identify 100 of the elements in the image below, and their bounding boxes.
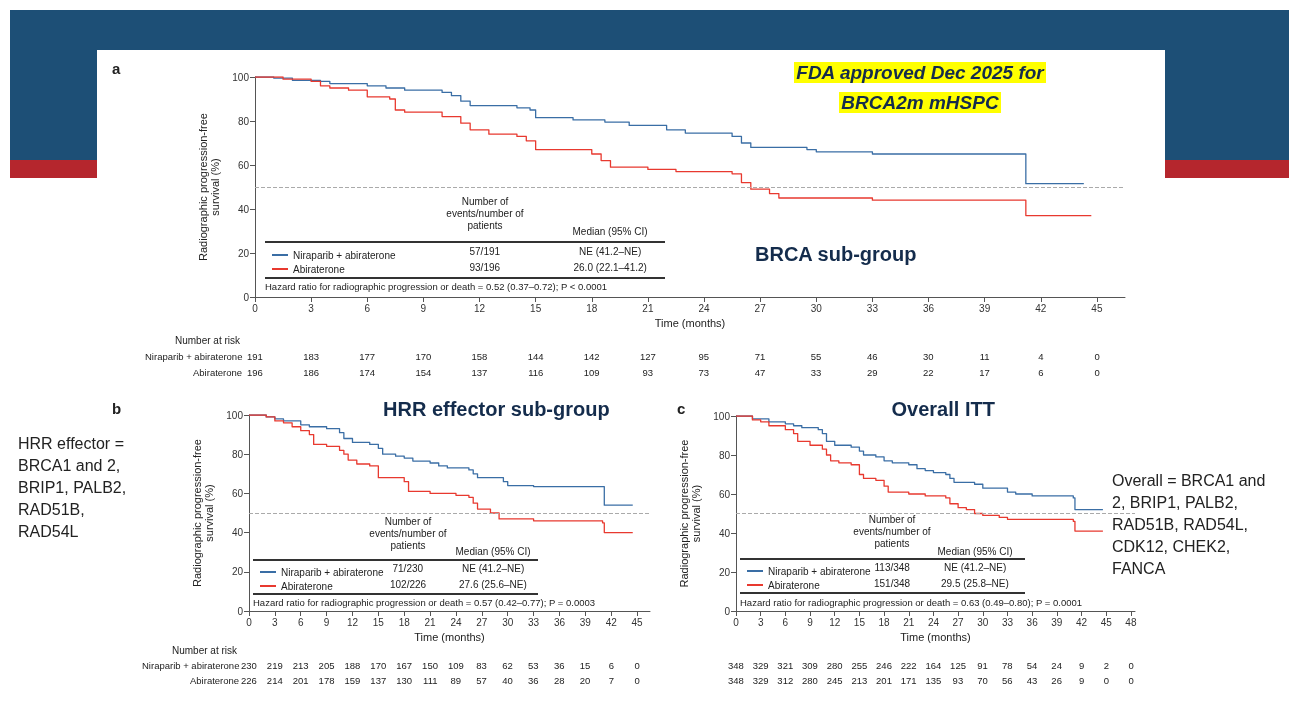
text: 348 329 321 309 280 255 246 222 164 125 91 78 54 24 9 2 0 bbox=[728, 660, 1134, 671]
text: Number at risk bbox=[172, 645, 238, 656]
x-tick-label: 6 bbox=[364, 302, 371, 314]
y-tick-label: 100 bbox=[713, 410, 731, 422]
x-tick-label: 15 bbox=[853, 616, 866, 628]
legend-label: Abiraterone bbox=[768, 579, 821, 591]
text: 191 183 177 170 158 144 142 127 95 71 55 46 30 11 4 0 bbox=[247, 351, 1100, 362]
x-tick-label: 21 bbox=[642, 302, 654, 314]
annotation: 27.6 (25.6–NE) bbox=[459, 579, 527, 590]
annotation: Median (95% CI) bbox=[455, 546, 531, 557]
x-tick-label: 24 bbox=[927, 616, 940, 628]
legend-label: Abiraterone bbox=[281, 580, 334, 592]
annotation: NE (41.2–NE) bbox=[579, 246, 642, 257]
x-tick-label: 15 bbox=[372, 616, 385, 628]
annotation: Overall = BRCA1 and 2, BRIP1, PALB2, RAD51B, RAD54L, CDK12, CHEK2, FANCA bbox=[1112, 471, 1267, 579]
text: Niraparib + abiraterone bbox=[145, 351, 243, 362]
x-tick-label: 9 bbox=[420, 302, 427, 314]
x-tick-label: 39 bbox=[1051, 616, 1063, 628]
x-axis-title: Time (months) bbox=[654, 317, 726, 330]
x-tick-label: 42 bbox=[605, 616, 618, 628]
x-tick-label: 6 bbox=[297, 616, 304, 628]
y-tick-label: 20 bbox=[718, 566, 731, 578]
text: Niraparib + abiraterone bbox=[142, 660, 240, 671]
x-tick-label: 3 bbox=[757, 616, 764, 628]
x-tick-label: 24 bbox=[698, 302, 711, 314]
y-tick-label: 100 bbox=[226, 409, 244, 421]
text: 226 214 201 178 159 137 130 111 89 57 40 36 28 20 7 0 bbox=[241, 675, 640, 686]
legend-label: Niraparib + abiraterone bbox=[768, 565, 871, 577]
annotation: Number of events/number of patients bbox=[852, 514, 932, 550]
y-tick-label: 80 bbox=[718, 449, 731, 461]
x-tick-label: 18 bbox=[586, 302, 598, 314]
text: a bbox=[112, 60, 121, 77]
annotation: Number of events/number of patients bbox=[445, 196, 525, 232]
x-axis-title: Time (months) bbox=[414, 631, 485, 644]
x-tick-label: 27 bbox=[754, 302, 767, 314]
annotation: FDA approved Dec 2025 for BRCA2m mHSPC bbox=[794, 62, 1046, 113]
y-tick-label: 0 bbox=[237, 605, 244, 617]
annotation: 151/348 bbox=[874, 578, 911, 589]
x-tick-label: 15 bbox=[530, 302, 542, 314]
x-tick-label: 42 bbox=[1075, 616, 1088, 628]
y-axis-title: Radiographic progression-free survival (%) bbox=[191, 439, 216, 587]
text: 230 219 213 205 188 170 167 150 109 83 62 53 36 15 6 0 bbox=[241, 660, 640, 671]
chart-title: Overall ITT bbox=[891, 398, 995, 421]
annotation: Hazard ratio for radiographic progression or death = 0.63 (0.49–0.80); P = 0.0001 bbox=[740, 597, 1083, 608]
x-tick-label: 30 bbox=[502, 616, 514, 628]
y-tick-label: 60 bbox=[231, 487, 244, 499]
y-tick-label: 40 bbox=[237, 203, 250, 215]
annotation: Number of events/number of patients bbox=[368, 516, 448, 552]
x-tick-label: 36 bbox=[553, 616, 566, 628]
legend-label: Niraparib + abiraterone bbox=[281, 566, 384, 578]
x-tick-label: 39 bbox=[579, 616, 592, 628]
annotation: Hazard ratio for radiographic progression or death = 0.52 (0.37–0.72); P < 0.0001 bbox=[265, 281, 608, 292]
x-tick-label: 33 bbox=[1001, 616, 1014, 628]
text: HRR effector = BRCA1 and 2, BRIP1, PALB2, RAD51B, RAD54L bbox=[18, 434, 128, 542]
text: BRCA sub-group bbox=[755, 243, 917, 266]
x-tick-label: 30 bbox=[977, 616, 989, 628]
annotation: 26.0 (22.1–41.2) bbox=[573, 262, 647, 273]
y-tick-label: 80 bbox=[231, 448, 244, 460]
annotation: 93/196 bbox=[469, 262, 501, 273]
legend-label: Niraparib + abiraterone bbox=[293, 249, 396, 261]
x-tick-label: 45 bbox=[631, 616, 644, 628]
x-axis-title: Time (months) bbox=[900, 631, 971, 644]
x-tick-label: 45 bbox=[1091, 302, 1103, 314]
x-tick-label: 21 bbox=[903, 616, 915, 628]
x-tick-label: 12 bbox=[346, 616, 359, 628]
text: 348 329 312 280 245 213 201 171 135 93 70 56 43 26 9 0 0 bbox=[728, 675, 1134, 686]
text: Abiraterone bbox=[190, 675, 240, 686]
text: c bbox=[677, 400, 686, 417]
text: Abiraterone bbox=[193, 367, 243, 378]
x-tick-label: 3 bbox=[272, 616, 279, 628]
y-tick-label: 0 bbox=[724, 605, 731, 617]
x-tick-label: 48 bbox=[1125, 616, 1137, 628]
y-tick-label: 0 bbox=[243, 291, 250, 303]
annotation: Median (95% CI) bbox=[572, 226, 648, 237]
text: Number at risk bbox=[175, 335, 241, 346]
x-tick-label: 12 bbox=[829, 616, 841, 628]
y-tick-label: 60 bbox=[718, 488, 731, 500]
x-tick-label: 0 bbox=[733, 616, 740, 628]
x-tick-label: 33 bbox=[528, 616, 540, 628]
x-tick-label: 39 bbox=[979, 302, 991, 314]
text: b bbox=[112, 400, 122, 417]
annotation: Hazard ratio for radiographic progression or death = 0.57 (0.42–0.77); P = 0.0003 bbox=[253, 597, 596, 608]
chart-title: HRR effector sub-group bbox=[383, 398, 610, 421]
x-tick-label: 0 bbox=[252, 302, 259, 314]
y-tick-label: 100 bbox=[232, 71, 250, 83]
annotation: NE (41.2–NE) bbox=[462, 563, 525, 574]
y-tick-label: 60 bbox=[237, 159, 250, 171]
y-tick-label: 40 bbox=[231, 527, 244, 539]
x-tick-label: 9 bbox=[807, 616, 814, 628]
x-tick-label: 18 bbox=[398, 616, 411, 628]
annotation: 71/230 bbox=[392, 563, 424, 574]
y-axis-title: Radiographic progression-free survival (%) bbox=[678, 439, 703, 588]
x-tick-label: 30 bbox=[810, 302, 823, 314]
annotation: 29.5 (25.8–NE) bbox=[941, 578, 1009, 589]
annotation: 113/348 bbox=[874, 562, 910, 573]
x-tick-label: 21 bbox=[424, 616, 437, 628]
x-tick-label: 24 bbox=[450, 616, 462, 628]
x-tick-label: 3 bbox=[308, 302, 315, 314]
annotation: NE (41.2–NE) bbox=[944, 562, 1007, 573]
x-tick-label: 33 bbox=[866, 302, 879, 314]
